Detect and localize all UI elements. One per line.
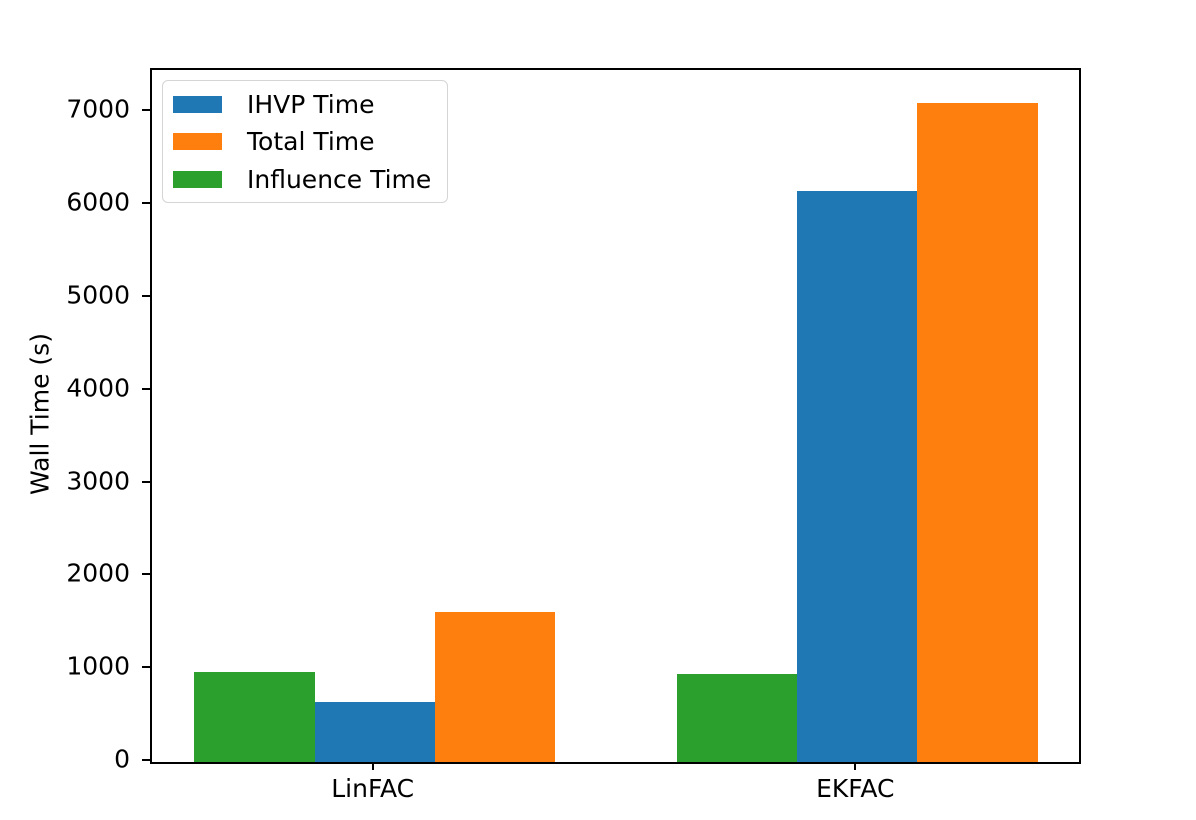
y-tick-label: 3000: [66, 465, 130, 495]
legend-swatch-icon: [173, 133, 222, 150]
x-tick: [854, 762, 857, 770]
legend-swatch-icon: [173, 170, 222, 188]
bar-ekfac-influence-time: [676, 673, 798, 762]
y-tick: [142, 109, 150, 112]
legend-row-total-time: Total Time: [173, 127, 447, 156]
y-tick: [142, 759, 150, 761]
legend-swatch-icon: [173, 95, 222, 113]
y-tick-label: 1000: [66, 651, 130, 681]
legend-label: IHVP Time: [247, 89, 375, 119]
legend-row-ihvp-time: IHVP Time: [173, 90, 447, 119]
y-tick: [142, 202, 150, 205]
y-tick: [142, 666, 150, 669]
bar-linfac-ihvp-time: [314, 701, 435, 762]
bar-linfac-total-time: [434, 611, 556, 762]
y-tick-label: 4000: [66, 373, 130, 403]
y-tick-label: 6000: [66, 187, 130, 217]
bar-ekfac-total-time: [917, 102, 1038, 762]
x-tick: [371, 762, 374, 770]
legend-label: Total Time: [247, 127, 375, 156]
y-tick: [142, 480, 150, 483]
y-tick: [142, 294, 150, 297]
legend-row-influence-time: Influence Time: [173, 165, 447, 194]
legend-label: Influence Time: [247, 164, 432, 194]
legend: IHVP Time Total Time Influence Time: [162, 80, 448, 203]
y-tick-label: 2000: [66, 558, 130, 588]
plot-area: [150, 68, 1081, 764]
y-tick: [142, 387, 150, 390]
bar-ekfac-ihvp-time: [797, 191, 918, 762]
y-tick-label: 7000: [66, 94, 130, 124]
y-tick: [142, 573, 150, 576]
x-tick-label-linfac: LinFAC: [331, 774, 415, 803]
y-tick-label: 5000: [66, 280, 130, 310]
bar-linfac-influence-time: [194, 671, 315, 762]
x-tick-label-ekfac: EKFAC: [816, 774, 895, 803]
y-tick-label: 0: [114, 744, 130, 774]
